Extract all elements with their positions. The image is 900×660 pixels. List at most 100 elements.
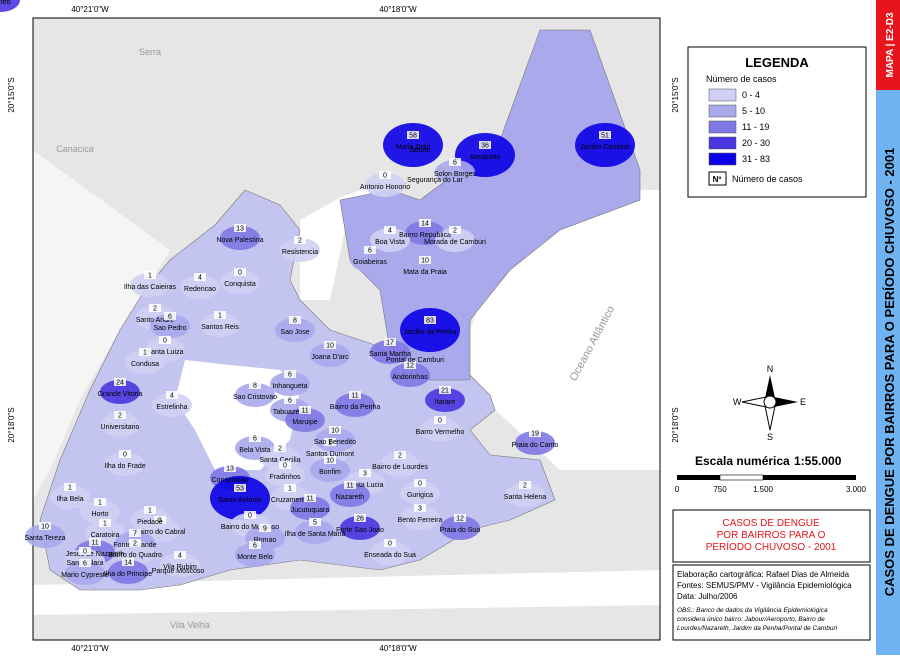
neighborhood-name: Forte Sao Joao bbox=[336, 527, 384, 534]
neighborhood-name: Santa Tereza bbox=[24, 535, 65, 542]
case-count: 11 bbox=[351, 393, 358, 400]
neighborhood-area bbox=[370, 541, 410, 565]
case-count: 10 bbox=[326, 343, 334, 350]
case-count: 4 bbox=[178, 553, 182, 560]
case-count: 53 bbox=[236, 486, 244, 493]
neighborhood-area bbox=[280, 238, 320, 262]
case-count: 14 bbox=[124, 560, 132, 567]
case-count-box bbox=[279, 461, 291, 469]
case-count-box bbox=[479, 141, 491, 149]
case-count: 0 bbox=[238, 270, 242, 277]
compass-e: E bbox=[800, 397, 806, 407]
area-label: Parque Moscoso bbox=[152, 568, 205, 575]
neighborhood-name: Maruipe bbox=[292, 419, 317, 426]
case-count-box bbox=[354, 514, 366, 522]
neighborhood-name: Jucutuquara bbox=[291, 507, 330, 514]
neighborhood-name: Bairro do Moscoso bbox=[221, 524, 279, 531]
case-count: 11 bbox=[306, 496, 313, 503]
obs-line: Lourdes/Nazareth, Jardim da Penha/Pontal… bbox=[677, 625, 838, 632]
neighborhood-area bbox=[400, 308, 460, 352]
case-count: 0 bbox=[418, 481, 422, 488]
coordinate-label: 40°18'0"W bbox=[379, 644, 417, 653]
case-count: 11 bbox=[301, 408, 308, 415]
case-count: 2 bbox=[153, 306, 157, 313]
neighborhood-name: Santos Dumont bbox=[306, 451, 354, 458]
case-count-box bbox=[299, 406, 311, 414]
neighborhood-name: Bairro da Penha bbox=[330, 404, 381, 411]
neighborhood-name: Horto bbox=[91, 511, 108, 518]
banner-code-bg bbox=[876, 0, 900, 90]
neighborhood-area bbox=[108, 560, 148, 584]
case-count: 1 bbox=[148, 273, 152, 280]
neighborhood-area bbox=[265, 463, 305, 487]
title-line: PERÍODO CHUVOSO - 2001 bbox=[706, 540, 837, 553]
neighborhood-area bbox=[270, 372, 310, 396]
case-count-box bbox=[114, 378, 126, 386]
case-count-box bbox=[259, 524, 271, 532]
case-count: 7 bbox=[133, 531, 137, 538]
case-count: 10 bbox=[41, 524, 49, 531]
case-count: 12 bbox=[456, 516, 464, 523]
neighborhood-name: Centro bbox=[0, 0, 11, 6]
case-count-box bbox=[454, 514, 466, 522]
neighborhood-area bbox=[440, 516, 480, 540]
neighborhood-area bbox=[330, 483, 370, 507]
case-count-box bbox=[144, 271, 156, 279]
case-count-box bbox=[194, 273, 206, 281]
neighborhood-area bbox=[0, 0, 20, 12]
scale-tick-label: 750 bbox=[713, 485, 727, 494]
neighborhood-name: Nova Palestina bbox=[216, 237, 263, 244]
neighborhood-name: Sao Pedro bbox=[153, 325, 186, 332]
case-count-box bbox=[349, 391, 361, 399]
case-count-box bbox=[214, 311, 226, 319]
obs-line: considera único bairro: Jabour/Aeroporto… bbox=[677, 616, 825, 623]
neighborhood-area bbox=[310, 458, 350, 482]
neighborhood-name: Bairro Republica bbox=[399, 232, 451, 239]
case-count-box bbox=[309, 518, 321, 526]
area-label: Pontal de Camburi bbox=[386, 357, 444, 364]
credit-line: Data: Julho/2006 bbox=[677, 592, 738, 601]
case-count: 0 bbox=[123, 452, 127, 459]
case-count-box bbox=[39, 522, 51, 530]
case-count-box bbox=[394, 451, 406, 459]
neighborhood-area bbox=[125, 350, 165, 374]
case-count-box bbox=[414, 504, 426, 512]
case-count: 2 bbox=[133, 541, 137, 548]
credits-box bbox=[672, 564, 871, 641]
neighborhood-area bbox=[180, 275, 220, 299]
case-count: 14 bbox=[421, 221, 429, 228]
case-count: 9 bbox=[263, 526, 267, 533]
neighborhood-area bbox=[365, 173, 405, 197]
neighborhood-name: Ilha das Caieiras bbox=[124, 284, 177, 291]
neighborhood-area bbox=[405, 221, 445, 245]
case-count-box bbox=[304, 494, 316, 502]
case-count: 1 bbox=[98, 500, 102, 507]
neighborhood-area bbox=[275, 318, 315, 342]
neighborhood-name: Boa Vista bbox=[375, 239, 405, 246]
neighborhood-area bbox=[335, 393, 375, 417]
case-count: 6 bbox=[453, 160, 457, 167]
neighborhood-name: Ilha de Santa Maria bbox=[285, 531, 346, 538]
case-count: 4 bbox=[198, 275, 202, 282]
case-count: 3 bbox=[363, 471, 367, 478]
coordinate-label: 20°18'0"S bbox=[671, 407, 680, 442]
map-frame bbox=[32, 17, 661, 641]
case-count: 0 bbox=[388, 541, 392, 548]
legend-subtitle: Número de casos bbox=[706, 74, 777, 84]
neighborhood-area bbox=[405, 258, 445, 282]
neighborhood-area bbox=[310, 343, 350, 367]
channel bbox=[300, 185, 380, 300]
case-count-box bbox=[234, 484, 246, 492]
case-count: 0 bbox=[83, 549, 87, 556]
legend-swatch bbox=[708, 152, 737, 166]
case-count: 2 bbox=[453, 228, 457, 235]
legend-swatch bbox=[708, 88, 737, 102]
coordinate-label: 20°15'0"S bbox=[7, 77, 16, 112]
case-count-box bbox=[419, 256, 431, 264]
place-label: Serra bbox=[139, 47, 161, 57]
neighborhood-name: Santa Helena bbox=[504, 494, 547, 501]
title-line: CASOS DE DENGUE bbox=[722, 518, 820, 529]
bay-west bbox=[33, 150, 170, 500]
case-count-box bbox=[284, 370, 296, 378]
